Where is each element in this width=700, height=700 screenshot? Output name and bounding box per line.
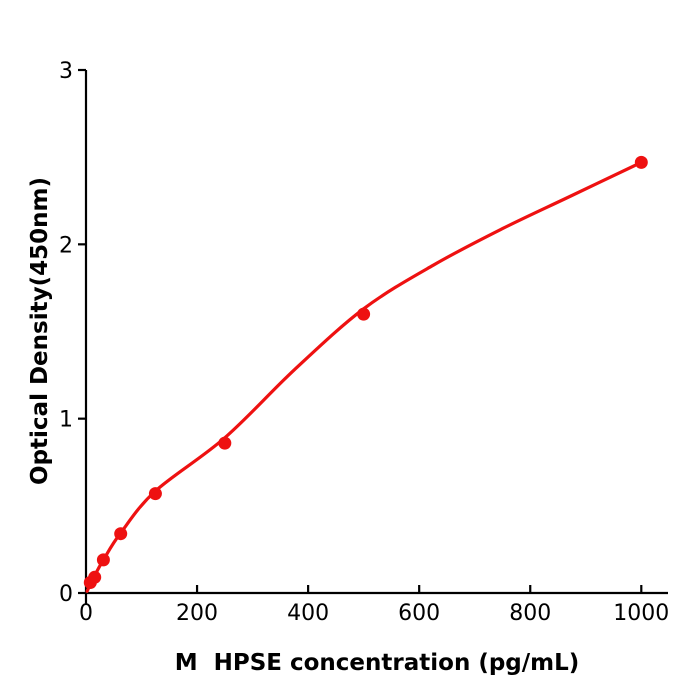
x-tick-label: 800	[509, 601, 551, 626]
x-tick-label: 200	[176, 601, 218, 626]
data-point	[114, 527, 128, 541]
data-point	[96, 553, 110, 567]
data-point	[357, 307, 371, 321]
y-axis-title: Optical Density(450nm)	[27, 177, 53, 485]
data-point	[148, 487, 162, 501]
y-tick-label: 3	[59, 59, 73, 84]
x-tick-label: 0	[79, 601, 93, 626]
x-tick-label: 400	[287, 601, 329, 626]
data-point	[88, 570, 102, 584]
y-tick-label: 2	[59, 233, 73, 258]
y-tick-label: 0	[59, 582, 73, 607]
x-tick-label: 1000	[613, 601, 669, 626]
x-axis-title: M HPSE concentration (pg/mL)	[174, 650, 580, 676]
y-tick-label: 1	[59, 408, 73, 433]
x-tick-label: 600	[398, 601, 440, 626]
data-point	[634, 155, 648, 169]
fit-curve-line	[85, 160, 643, 593]
data-point	[218, 436, 232, 450]
